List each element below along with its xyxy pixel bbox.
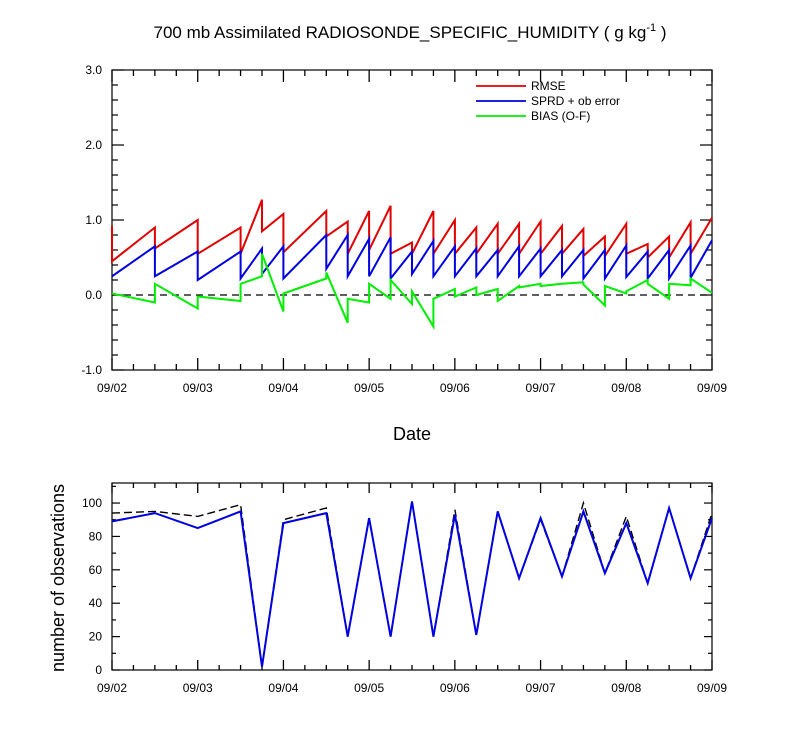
x-tick-label: 09/05 xyxy=(354,381,384,395)
chart-title-text: 700 mb Assimilated RADIOSONDE_SPECIFIC_H… xyxy=(154,23,647,42)
x-tick-label: 09/07 xyxy=(526,681,556,695)
x-tick-label: 09/03 xyxy=(183,681,213,695)
y-tick-label: 20 xyxy=(89,630,103,644)
series-line-rmse xyxy=(111,199,713,264)
legend-label: RMSE xyxy=(531,79,566,93)
y-tick-label: 40 xyxy=(89,596,103,610)
y-tick-label: 0.0 xyxy=(85,288,102,302)
chart-title-close: ) xyxy=(656,23,666,42)
y-tick-label: -1.0 xyxy=(81,363,102,377)
y-axis-label-observations: number of observations xyxy=(48,484,68,672)
top-plot: 09/02 09/03 09/04 09/05 09/06 09/07 09/08 09/09… xyxy=(81,63,727,395)
x-tick-label: 09/03 xyxy=(183,381,213,395)
chart-title-exponent: -1 xyxy=(646,22,656,34)
plot-frame xyxy=(111,482,713,671)
x-tick-label: 09/09 xyxy=(697,381,727,395)
y-tick-label: 60 xyxy=(89,563,103,577)
legend-label: BIAS (O-F) xyxy=(531,109,590,123)
y-tick-label: 80 xyxy=(89,529,103,543)
x-axis-label: Date xyxy=(393,424,431,444)
y-tick-label: 2.0 xyxy=(85,138,102,152)
y-tick-label: 3.0 xyxy=(85,63,102,77)
x-tick-label: 09/06 xyxy=(440,381,470,395)
series-line-assimilated xyxy=(111,501,713,667)
x-tick-label: 09/07 xyxy=(526,381,556,395)
x-tick-label: 09/06 xyxy=(440,681,470,695)
x-tick-label: 09/09 xyxy=(697,681,727,695)
y-tick-label: 0 xyxy=(95,663,102,677)
y-tick-label: 1.0 xyxy=(85,213,102,227)
x-tick-label: 09/02 xyxy=(97,681,127,695)
chart-title: 700 mb Assimilated RADIOSONDE_SPECIFIC_H… xyxy=(154,22,667,42)
plot-frame xyxy=(111,69,713,371)
y-tick-label: 100 xyxy=(82,496,102,510)
bottom-plot: 09/02 09/03 09/04 09/05 09/06 09/07 09/08 09/09… xyxy=(82,482,727,695)
x-tick-label: 09/08 xyxy=(611,381,641,395)
x-tick-label: 09/02 xyxy=(97,381,127,395)
x-tick-label: 09/05 xyxy=(354,681,384,695)
legend-label: SPRD + ob error xyxy=(531,94,620,108)
series-line-bias-o-f xyxy=(111,253,713,331)
x-tick-label: 09/04 xyxy=(268,381,298,395)
x-tick-label: 09/08 xyxy=(611,681,641,695)
x-tick-label: 09/04 xyxy=(268,681,298,695)
